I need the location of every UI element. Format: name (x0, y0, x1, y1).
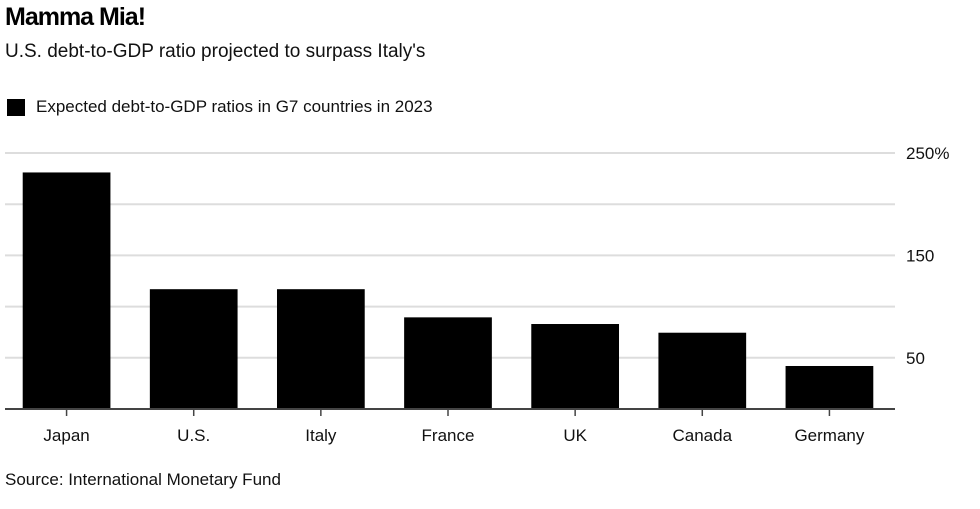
chart-title: Mamma Mia! (5, 3, 146, 31)
x-tick-label: Italy (305, 426, 337, 445)
x-tick-label: Canada (673, 426, 733, 445)
x-axis (5, 408, 895, 416)
bar-germany (785, 365, 874, 409)
bar-canada (658, 332, 747, 409)
bar-japan (22, 172, 111, 409)
x-tick-label: France (422, 426, 475, 445)
bar-italy (276, 289, 365, 409)
x-tick-label: U.S. (177, 426, 210, 445)
y-tick-label: 150 (906, 246, 934, 265)
x-axis-labels: Japan U.S. Italy France UK Canada Germany (43, 426, 864, 445)
x-tick-label: Germany (794, 426, 864, 445)
source-note: Source: International Monetary Fund (5, 470, 281, 489)
bar-uk (531, 324, 620, 409)
y-tick-label: 250% (906, 144, 949, 163)
legend-swatch (7, 98, 25, 116)
legend-label: Expected debt-to-GDP ratios in G7 countr… (36, 97, 433, 116)
bar-us (149, 289, 238, 409)
x-tick-label: Japan (43, 426, 89, 445)
x-tick-label: UK (563, 426, 587, 445)
y-axis-labels: 50 150 250% (906, 144, 949, 368)
bar-france (404, 317, 492, 409)
legend: Expected debt-to-GDP ratios in G7 countr… (7, 97, 433, 117)
y-tick-label: 50 (906, 349, 925, 368)
bars (22, 172, 874, 409)
chart-subtitle: U.S. debt-to-GDP ratio projected to surp… (5, 41, 426, 62)
